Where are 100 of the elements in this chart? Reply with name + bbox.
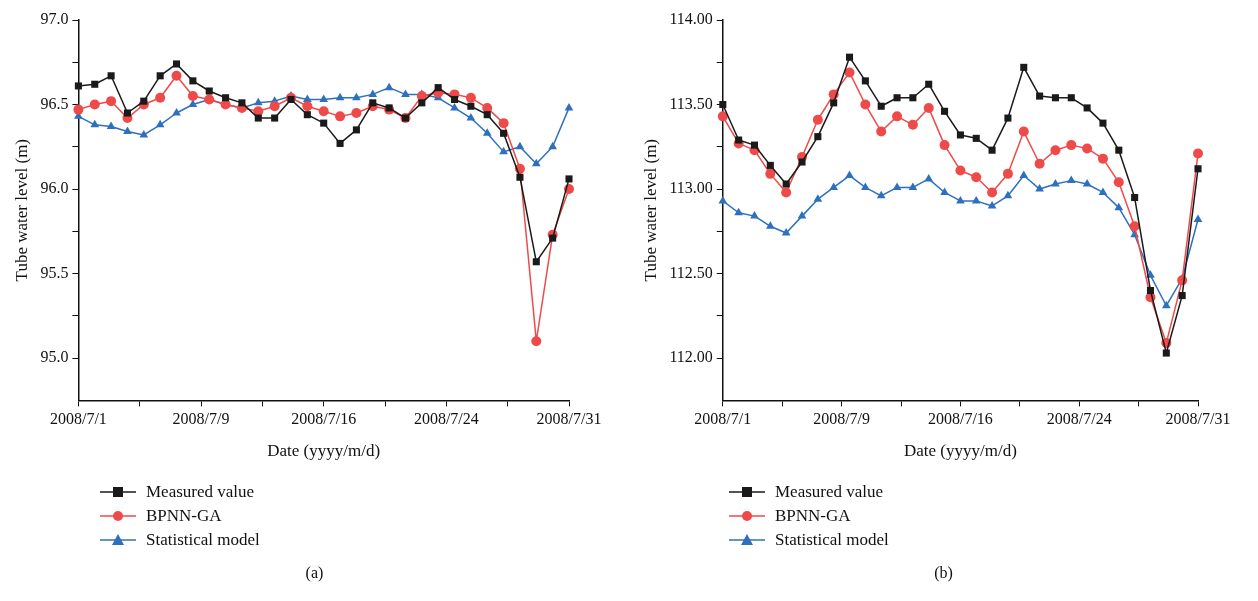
y-tick-label: 114.00 <box>669 10 713 28</box>
y-tick-label: 97.0 <box>40 10 69 28</box>
point <box>829 182 839 190</box>
point <box>766 221 775 229</box>
point <box>155 92 166 103</box>
point <box>1050 145 1061 156</box>
point <box>1020 63 1028 71</box>
point <box>940 187 949 195</box>
point <box>1178 292 1186 300</box>
point <box>418 99 426 107</box>
point <box>188 99 198 108</box>
point <box>205 87 213 95</box>
point <box>956 195 965 204</box>
point <box>1051 94 1059 102</box>
point <box>1034 158 1045 169</box>
point <box>1067 94 1075 102</box>
x-tick-label: 2008/7/31 <box>536 410 602 428</box>
point <box>450 95 459 103</box>
x-tick-label: 2008/7/31 <box>1165 410 1231 428</box>
point <box>956 131 964 139</box>
point <box>1035 184 1044 192</box>
text: (b) <box>933 564 954 582</box>
point <box>1036 92 1044 100</box>
point <box>1161 300 1171 309</box>
point <box>318 106 329 117</box>
point <box>1082 179 1092 187</box>
y-tick-label: 96.0 <box>40 179 69 197</box>
point <box>925 80 933 88</box>
point <box>548 141 557 150</box>
point <box>1098 187 1108 195</box>
point <box>798 158 806 166</box>
point <box>972 134 980 142</box>
point <box>303 94 312 102</box>
y-tick-label: 112.00 <box>669 348 713 366</box>
point <box>1193 148 1203 159</box>
point <box>434 84 442 92</box>
point <box>532 258 540 266</box>
point <box>155 119 165 128</box>
y-tick-label: 96.5 <box>40 94 69 112</box>
point <box>187 91 198 102</box>
point <box>269 101 280 112</box>
point <box>401 89 410 97</box>
point <box>892 182 902 190</box>
point <box>271 114 279 122</box>
point <box>781 228 791 236</box>
point <box>1097 153 1108 164</box>
point <box>909 94 917 102</box>
point <box>531 158 541 167</box>
point <box>1115 146 1123 154</box>
point <box>1066 140 1077 151</box>
y-axis-title: Tube water level (m) <box>11 138 31 282</box>
point <box>814 133 822 141</box>
point <box>1083 104 1091 112</box>
point <box>482 128 492 136</box>
point <box>467 102 475 110</box>
point <box>123 126 132 135</box>
point <box>466 113 476 121</box>
point <box>876 190 886 199</box>
x-tick-label: 2008/7/9 <box>813 410 871 428</box>
point <box>74 82 82 90</box>
x-tick-label: 2008/7/24 <box>1046 410 1112 428</box>
point <box>766 161 774 169</box>
legend-label: Measured value <box>146 482 255 502</box>
point <box>718 195 728 204</box>
point <box>988 146 996 154</box>
point <box>139 129 149 138</box>
point <box>1129 221 1140 232</box>
point <box>91 80 99 88</box>
point <box>987 187 998 198</box>
point <box>1004 114 1012 122</box>
point <box>987 200 997 209</box>
point <box>171 70 182 81</box>
point <box>90 119 100 128</box>
y-axis-title: Tube water level (m) <box>640 138 660 282</box>
point <box>1146 286 1155 295</box>
point <box>351 107 362 118</box>
legend-label: Statistical model <box>146 530 260 550</box>
point <box>531 336 542 347</box>
point <box>876 126 887 137</box>
point <box>483 111 491 119</box>
point <box>939 140 950 151</box>
point <box>89 99 100 110</box>
legend-label: BPNN-GA <box>146 506 222 526</box>
point <box>189 77 197 85</box>
point <box>336 139 344 147</box>
point <box>172 107 181 116</box>
point <box>1131 193 1139 202</box>
y-tick-label: 113.00 <box>669 179 713 197</box>
point <box>735 136 743 144</box>
legend-label: Statistical model <box>775 530 889 550</box>
point <box>765 168 776 179</box>
x-tick-label: 2008/7/1 <box>694 410 752 428</box>
point <box>73 104 84 115</box>
point <box>107 72 115 80</box>
point <box>1099 119 1107 127</box>
point <box>812 114 823 125</box>
point <box>106 96 117 107</box>
x-axis-title: Date (yyyy/m/d) <box>903 441 1017 461</box>
point <box>450 102 459 111</box>
point <box>465 92 476 103</box>
